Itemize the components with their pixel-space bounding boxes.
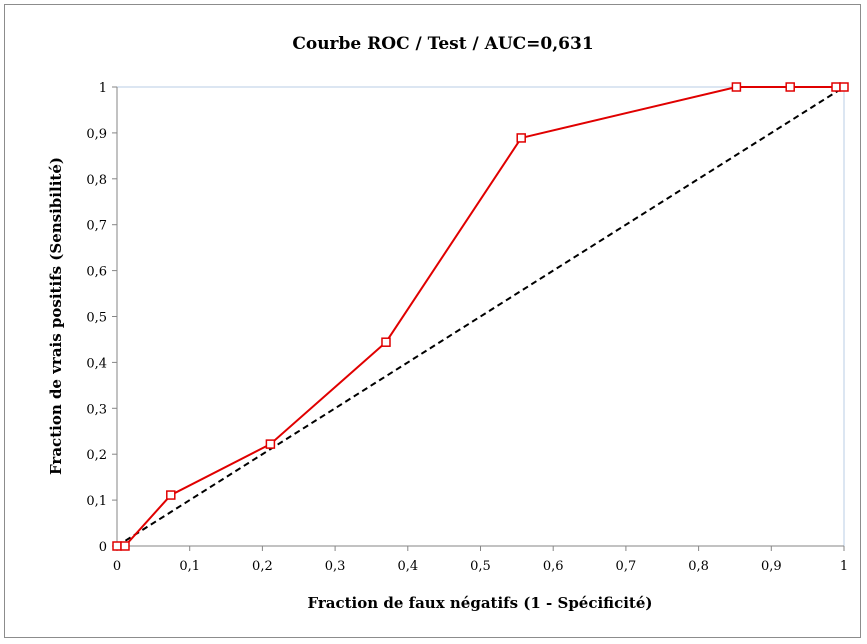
chart-area	[4, 4, 861, 638]
x-tick-label: 0,6	[543, 559, 564, 574]
x-tick-label: 0,4	[397, 559, 418, 574]
y-tick-label: 0,3	[86, 402, 107, 417]
x-tick-label: 0,1	[179, 559, 200, 574]
y-tick-label: 0,7	[86, 219, 107, 234]
y-tick-label: 0,4	[86, 356, 107, 371]
chart-title: Courbe ROC / Test / AUC=0,631	[292, 34, 593, 54]
roc-point-marker	[731, 82, 742, 92]
y-axis-label: Fraction de vrais positifs (Sensibilité)	[47, 157, 65, 475]
y-tick-label: 0	[99, 540, 107, 555]
y-tick-label: 0,1	[86, 494, 107, 509]
y-tick-label: 0,2	[86, 448, 107, 463]
roc-curve-line	[117, 86, 844, 547]
x-tick-label: 0,3	[325, 559, 346, 574]
axis-ticks: 0 0,1 0,2 0,3 0,4 0,5 0,6 0,7 0,8 0,9 1 0 0,1 0,2 0,3 0…	[86, 81, 848, 574]
roc-point-marker	[785, 82, 795, 92]
roc-point-marker	[381, 337, 391, 347]
data-series	[112, 82, 849, 551]
y-tick-label: 0,6	[86, 265, 107, 280]
x-tick-label: 0,8	[688, 559, 709, 574]
roc-point-marker	[265, 439, 276, 449]
reference-diagonal-line	[116, 86, 845, 547]
y-tick-label: 0,9	[86, 127, 107, 142]
x-tick-label: 0,9	[761, 559, 782, 574]
roc-point-marker	[516, 133, 526, 143]
y-tick-label: 0,5	[86, 311, 107, 326]
x-tick-label: 0	[113, 559, 121, 574]
y-tick-label: 0,8	[86, 173, 107, 188]
roc-point-marker	[166, 490, 176, 500]
x-tick-label: 1	[840, 559, 848, 574]
roc-point-marker	[839, 82, 849, 92]
x-tick-label: 0,5	[470, 559, 491, 574]
y-tick-label: 1	[99, 81, 107, 96]
x-tick-label: 0,2	[252, 559, 273, 574]
x-axis-label: Fraction de faux négatifs (1 - Spécifici…	[307, 594, 652, 612]
roc-point-marker	[112, 541, 122, 551]
roc-point-marker	[120, 541, 130, 551]
x-tick-label: 0,7	[616, 559, 637, 574]
roc-point-marker	[831, 82, 841, 92]
